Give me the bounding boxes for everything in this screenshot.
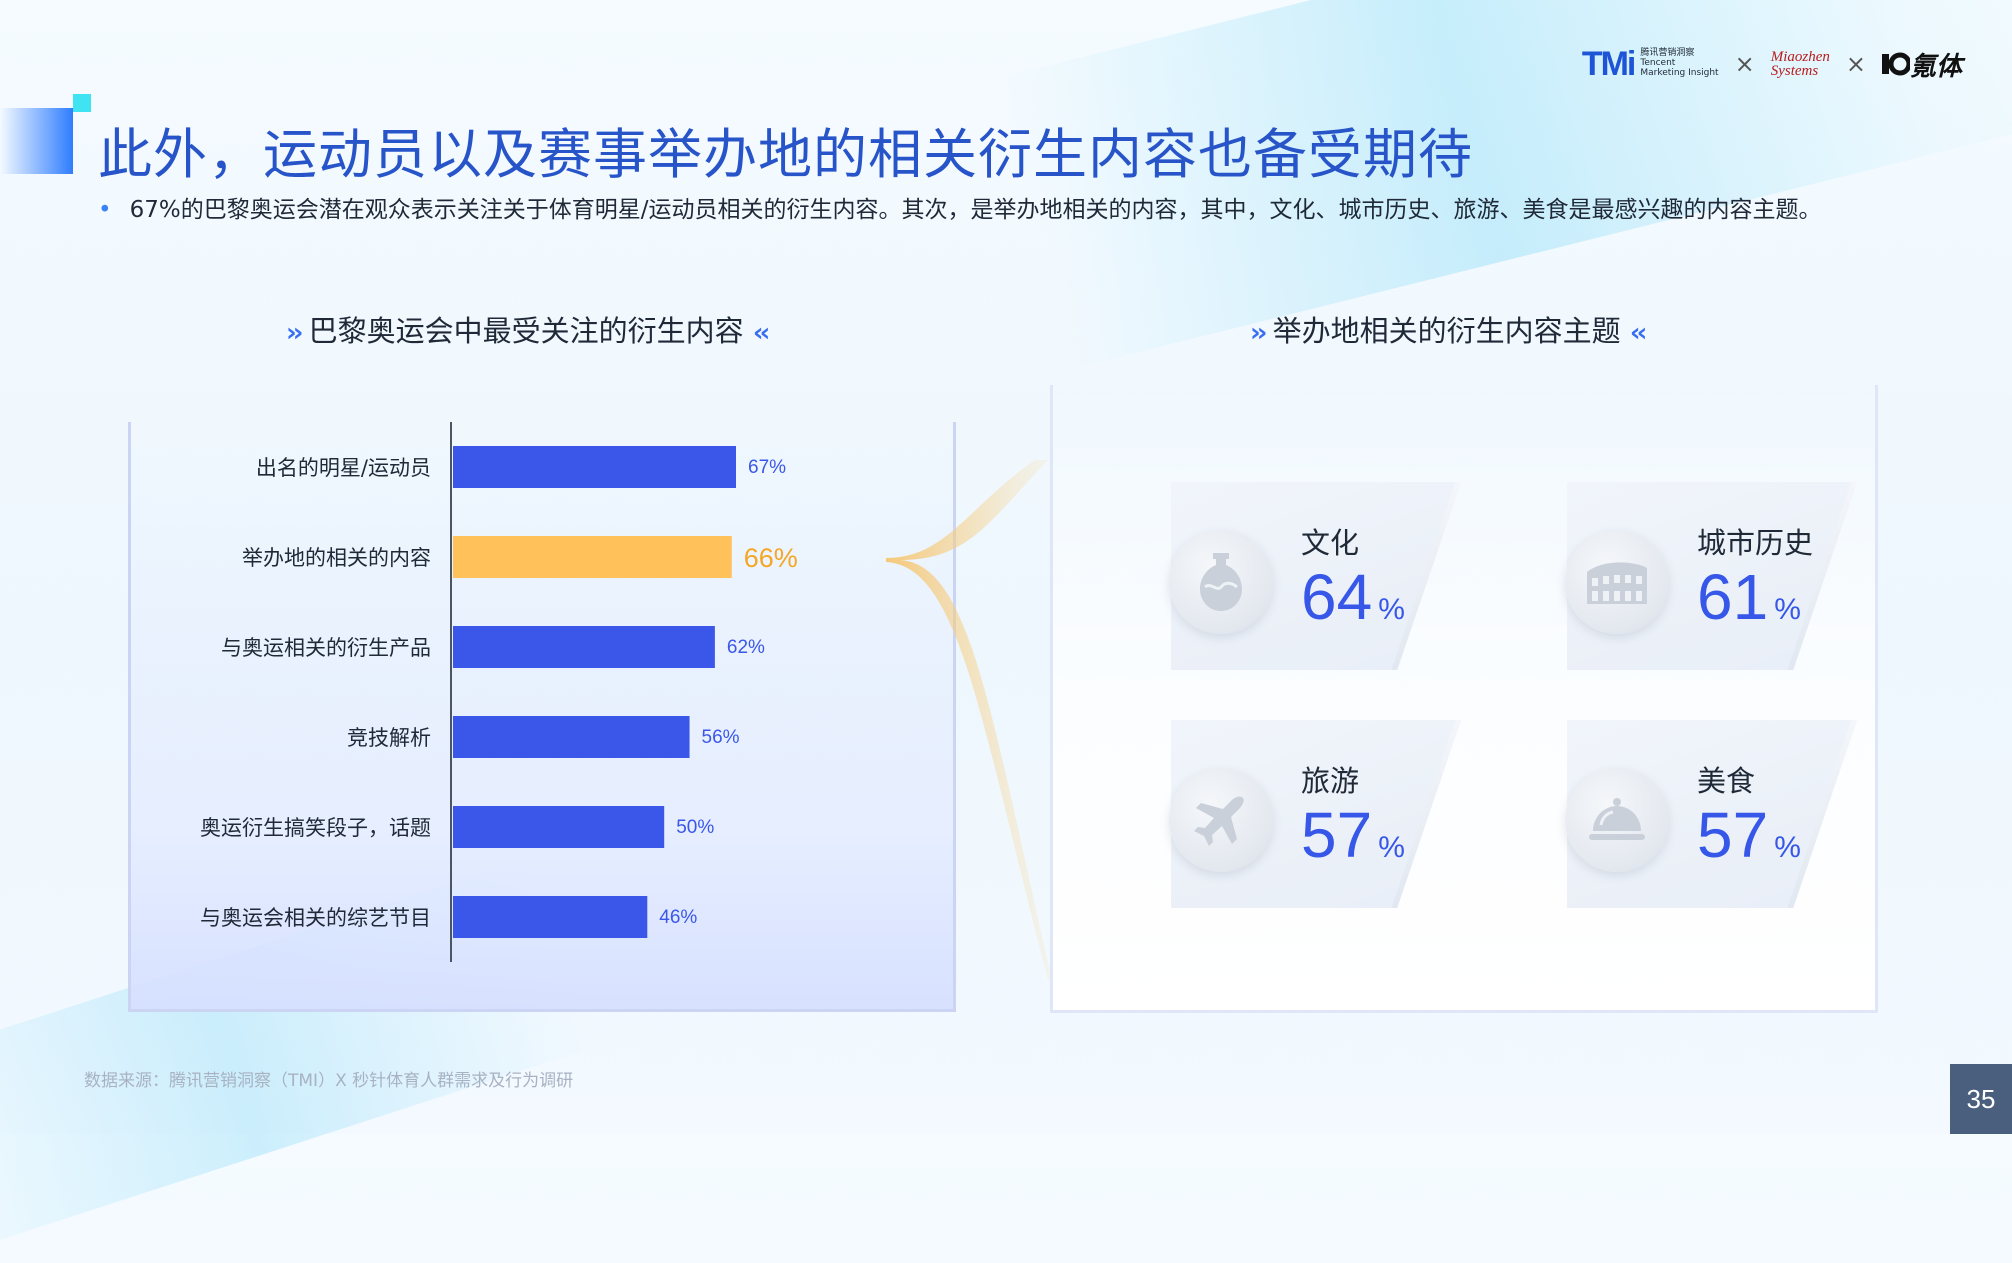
bar bbox=[453, 806, 665, 848]
collab-cross-icon: × bbox=[1734, 50, 1755, 78]
topic-card-food: 美食 57% bbox=[1497, 720, 1857, 908]
value-label: 62% bbox=[727, 637, 765, 658]
bar-chart-panel: 出名的明星/运动员 67% 举办地的相关的内容 66% 与奥运相关的衍生产品 62% 竞技解… bbox=[128, 422, 956, 1012]
left-section-title: 巴黎奥运会中最受关注的衍生内容 bbox=[308, 314, 744, 348]
topic-value: 64% bbox=[1301, 561, 1405, 633]
value-label: 66% bbox=[744, 543, 798, 573]
category-label: 举办地的相关的内容 bbox=[242, 546, 431, 570]
category-label: 出名的明星/运动员 bbox=[256, 456, 431, 480]
bar bbox=[453, 716, 690, 758]
tmi-en-name-2: Marketing Insight bbox=[1640, 67, 1719, 78]
miaozhen-line-1: Miaozhen bbox=[1770, 48, 1830, 65]
chevron-left-icon: ‹‹ bbox=[1629, 318, 1648, 348]
topic-card-culture: 文化 64% bbox=[1101, 482, 1461, 670]
miaozhen-logo: Miaozhen Systems bbox=[1770, 48, 1830, 79]
value-label: 46% bbox=[659, 907, 697, 928]
bar-highlighted bbox=[453, 536, 732, 578]
value-label: 67% bbox=[748, 457, 786, 478]
title-accent-square bbox=[73, 94, 91, 112]
topic-label: 旅游 bbox=[1301, 764, 1360, 798]
topic-card-city-history: 城市历史 61% bbox=[1497, 482, 1857, 670]
value-label: 56% bbox=[702, 727, 740, 748]
data-source-footnote: 数据来源：腾讯营销洞察（TMI）X 秒针体育人群需求及行为调研 bbox=[84, 1071, 574, 1091]
category-label: 奥运衍生搞笑段子，话题 bbox=[200, 816, 431, 840]
topic-label: 文化 bbox=[1301, 526, 1360, 560]
value-label: 50% bbox=[676, 817, 714, 838]
topic-value: 61% bbox=[1697, 561, 1801, 633]
airplane-icon bbox=[1169, 768, 1273, 872]
cloche-icon bbox=[1565, 768, 1669, 872]
keti-logo: 氪体 bbox=[1881, 46, 1962, 83]
chevron-right-icon: ›› bbox=[1250, 318, 1268, 348]
miaozhen-line-2: Systems bbox=[1770, 63, 1819, 79]
title-accent-bar bbox=[0, 108, 73, 174]
colosseum-icon bbox=[1565, 530, 1669, 634]
topic-value: 57% bbox=[1697, 799, 1801, 871]
page-number: 35 bbox=[1950, 1064, 2012, 1134]
collab-cross-icon: × bbox=[1845, 50, 1866, 78]
summary-text: 67%的巴黎奥运会潜在观众表示关注关于体育明星/运动员相关的衍生内容。其次，是举… bbox=[129, 197, 1822, 223]
vase-icon bbox=[1169, 530, 1273, 634]
tmi-en-name-1: Tencent bbox=[1640, 58, 1676, 69]
tmi-logo: TMi 腾讯营销洞察 Tencent Marketing Insight bbox=[1582, 45, 1719, 84]
bar bbox=[453, 626, 715, 668]
keti-mark-icon bbox=[1881, 52, 1910, 76]
tmi-wordmark: TMi bbox=[1581, 44, 1637, 83]
category-label: 竞技解析 bbox=[347, 726, 431, 750]
topic-label: 美食 bbox=[1697, 764, 1756, 798]
category-label: 与奥运相关的衍生产品 bbox=[221, 636, 431, 660]
bullet-dot-icon: • bbox=[98, 197, 112, 223]
summary-bullet: • 67%的巴黎奥运会潜在观众表示关注关于体育明星/运动员相关的衍生内容。其次，是… bbox=[98, 190, 1821, 224]
right-section-heading: ›› 举办地相关的衍生内容主题 ‹‹ bbox=[1250, 308, 1648, 350]
category-label: 与奥运会相关的综艺节目 bbox=[200, 906, 431, 930]
partner-logos: TMi 腾讯营销洞察 Tencent Marketing Insight × M… bbox=[1582, 44, 1962, 84]
tmi-cn-name: 腾讯营销洞察 bbox=[1640, 48, 1695, 59]
chevron-left-icon: ‹‹ bbox=[752, 318, 771, 348]
host-topics-panel: 文化 64% 城市历史 61% 旅游 57% 美食 57% bbox=[1050, 385, 1878, 1013]
chevron-right-icon: ›› bbox=[286, 318, 304, 348]
topic-value: 57% bbox=[1301, 799, 1405, 871]
keti-wordmark: 氪体 bbox=[1909, 50, 1962, 81]
bar bbox=[453, 896, 648, 938]
highlight-connector bbox=[886, 460, 1052, 980]
left-section-heading: ›› 巴黎奥运会中最受关注的衍生内容 ‹‹ bbox=[286, 308, 771, 350]
topic-label: 城市历史 bbox=[1697, 526, 1814, 560]
right-section-title: 举办地相关的衍生内容主题 bbox=[1272, 314, 1621, 348]
page-title: 此外，运动员以及赛事举办地的相关衍生内容也备受期待 bbox=[98, 123, 1473, 186]
bar bbox=[453, 446, 736, 488]
topic-card-travel: 旅游 57% bbox=[1101, 720, 1461, 908]
bar-chart: 出名的明星/运动员 67% 举办地的相关的内容 66% 与奥运相关的衍生产品 62% 竞技解… bbox=[200, 422, 798, 962]
